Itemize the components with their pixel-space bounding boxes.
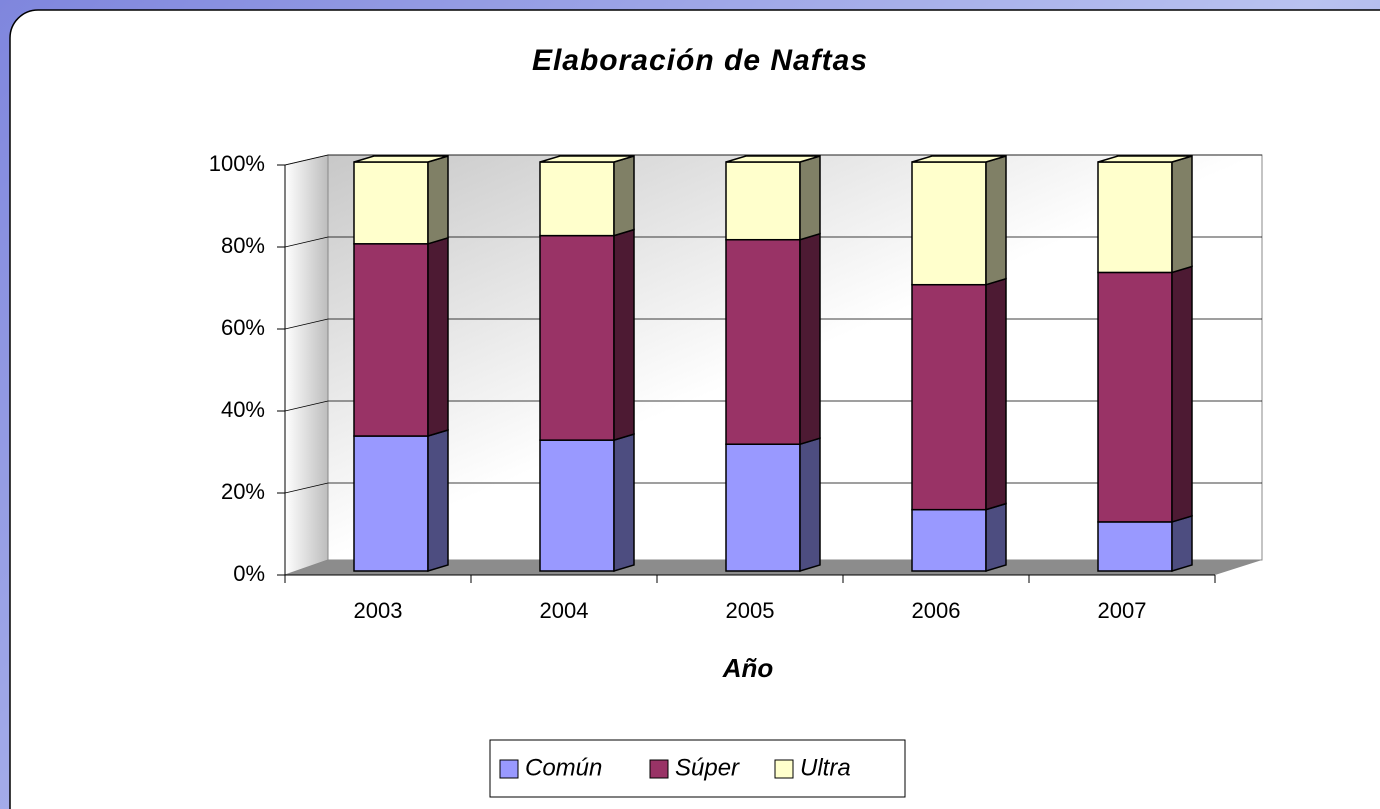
legend-label: Común (525, 754, 602, 781)
bar-side (1171, 265, 1193, 523)
bar-segment (539, 161, 615, 237)
bar-segment (725, 443, 801, 572)
bar-side (799, 232, 821, 446)
bar-segment (725, 238, 801, 445)
legend-swatch (649, 759, 669, 779)
x-tick-label: 2007 (1098, 598, 1147, 623)
y-tick-label: 80% (221, 233, 265, 258)
bar-segment (353, 435, 429, 572)
bar-segment (539, 439, 615, 572)
bar-segment (1097, 271, 1173, 523)
x-tick-label: 2004 (540, 598, 589, 623)
bar-segment (1097, 521, 1173, 572)
grid-line (284, 154, 1262, 166)
legend (489, 739, 906, 798)
bar-segment (1097, 161, 1173, 274)
y-tick-label: 20% (221, 479, 265, 504)
bar-top (539, 155, 635, 163)
bar-side (427, 236, 449, 438)
legend-swatch (774, 759, 794, 779)
bar-side (613, 154, 635, 237)
bar-segment (911, 508, 987, 572)
bar-side (613, 228, 635, 442)
x-tick-label: 2005 (726, 598, 775, 623)
bar-side (613, 433, 635, 573)
bar-top (911, 155, 1007, 163)
bar-segment (353, 243, 429, 437)
side-wall (284, 154, 329, 576)
bar-top (353, 155, 449, 163)
y-tick-label: 60% (221, 315, 265, 340)
bar-side (799, 154, 821, 241)
bar-side (985, 502, 1007, 573)
bar-side (985, 277, 1007, 511)
x-axis-title: Año (722, 653, 774, 683)
bar-side (427, 154, 449, 245)
y-tick-label: 100% (209, 151, 265, 176)
x-tick-label: 2006 (912, 598, 961, 623)
bar-top (1097, 155, 1193, 163)
bar-side (1171, 514, 1193, 573)
bar-segment (353, 161, 429, 245)
bar-segment (725, 161, 801, 241)
bar-side (799, 437, 821, 573)
legend-label: Súper (675, 754, 740, 781)
bar-top (725, 155, 821, 163)
x-tick-label: 2003 (354, 598, 403, 623)
bar-segment (539, 234, 615, 441)
bar-side (985, 154, 1007, 286)
bar-segment (911, 283, 987, 511)
y-tick-label: 40% (221, 397, 265, 422)
bar-segment (911, 161, 987, 286)
legend-label: Ultra (800, 754, 851, 781)
y-tick-label: 0% (233, 561, 265, 586)
bar-side (427, 429, 449, 573)
legend-swatch (499, 759, 519, 779)
bar-side (1171, 154, 1193, 274)
chart-title: Elaboración de Naftas (532, 44, 868, 77)
